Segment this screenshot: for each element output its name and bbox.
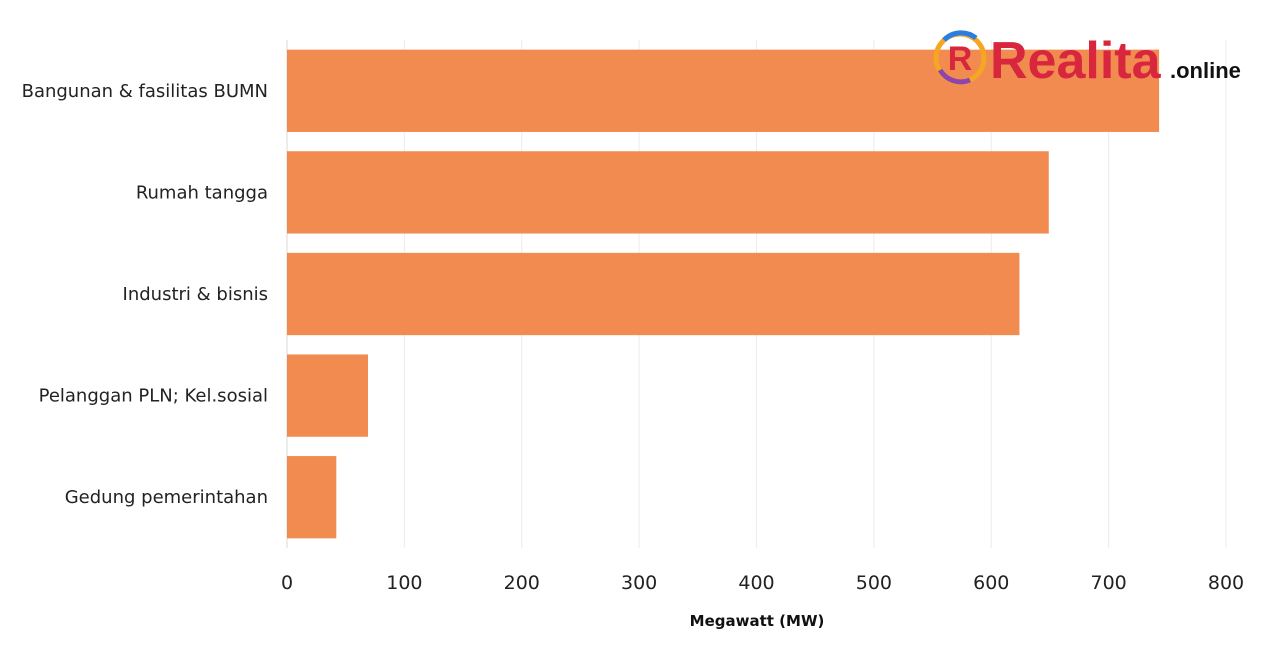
category-label: Rumah tangga bbox=[136, 182, 268, 203]
bars bbox=[287, 49, 1160, 539]
logo-suffix: .online bbox=[1170, 58, 1241, 83]
x-tick-label: 100 bbox=[386, 572, 422, 594]
x-tick-label: 800 bbox=[1208, 572, 1244, 594]
x-tick-label: 500 bbox=[856, 572, 892, 594]
svg-text:R: R bbox=[948, 40, 973, 78]
x-tick-label: 200 bbox=[504, 572, 540, 594]
category-labels: Bangunan & fasilitas BUMN Rumah tangga Ind… bbox=[22, 81, 268, 508]
x-tick-labels: 0 100 200 300 400 500 600 700 800 bbox=[281, 572, 1244, 594]
bar[interactable] bbox=[287, 151, 1049, 234]
category-label: Gedung pemerintahan bbox=[65, 487, 268, 508]
bar[interactable] bbox=[287, 354, 368, 437]
x-tick-label: 600 bbox=[973, 572, 1009, 594]
bar[interactable] bbox=[287, 49, 1160, 132]
bar[interactable] bbox=[287, 456, 337, 539]
category-label: Industri & bisnis bbox=[123, 284, 268, 305]
x-tick-label: 400 bbox=[738, 572, 774, 594]
category-label: Pelanggan PLN; Kel.sosial bbox=[39, 386, 268, 407]
realita-logo: R Realita .online bbox=[933, 30, 1241, 90]
logo-wordmark: Realita bbox=[990, 32, 1162, 90]
bar[interactable] bbox=[287, 252, 1020, 336]
logo-emblem-icon: R bbox=[933, 30, 987, 85]
x-tick-label: 300 bbox=[621, 572, 657, 594]
x-tick-label: 700 bbox=[1090, 572, 1126, 594]
x-tick-label: 0 bbox=[281, 572, 293, 594]
x-axis-title: Megawatt (MW) bbox=[690, 612, 825, 630]
category-label: Bangunan & fasilitas BUMN bbox=[22, 81, 268, 102]
